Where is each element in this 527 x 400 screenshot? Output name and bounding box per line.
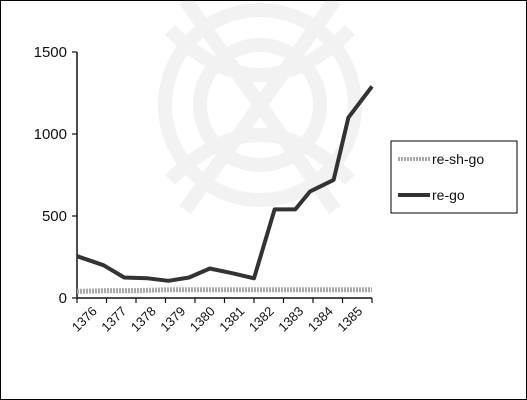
legend-label-re-sh-go: re-sh-go: [432, 151, 484, 167]
legend-box: [390, 140, 518, 214]
watermark-rosette: [158, 0, 362, 215]
legend-label-re-go: re-go: [432, 187, 465, 203]
y-tick-group: 0 500 1000 1500: [34, 44, 77, 307]
y-tick-label: 1000: [34, 126, 67, 143]
series-group: [76, 85, 374, 294]
y-tick-label: 0: [59, 290, 67, 307]
legend: re-sh-go re-go: [390, 140, 518, 214]
y-tick-label: 1500: [34, 44, 67, 61]
y-tick-label: 500: [42, 208, 67, 225]
